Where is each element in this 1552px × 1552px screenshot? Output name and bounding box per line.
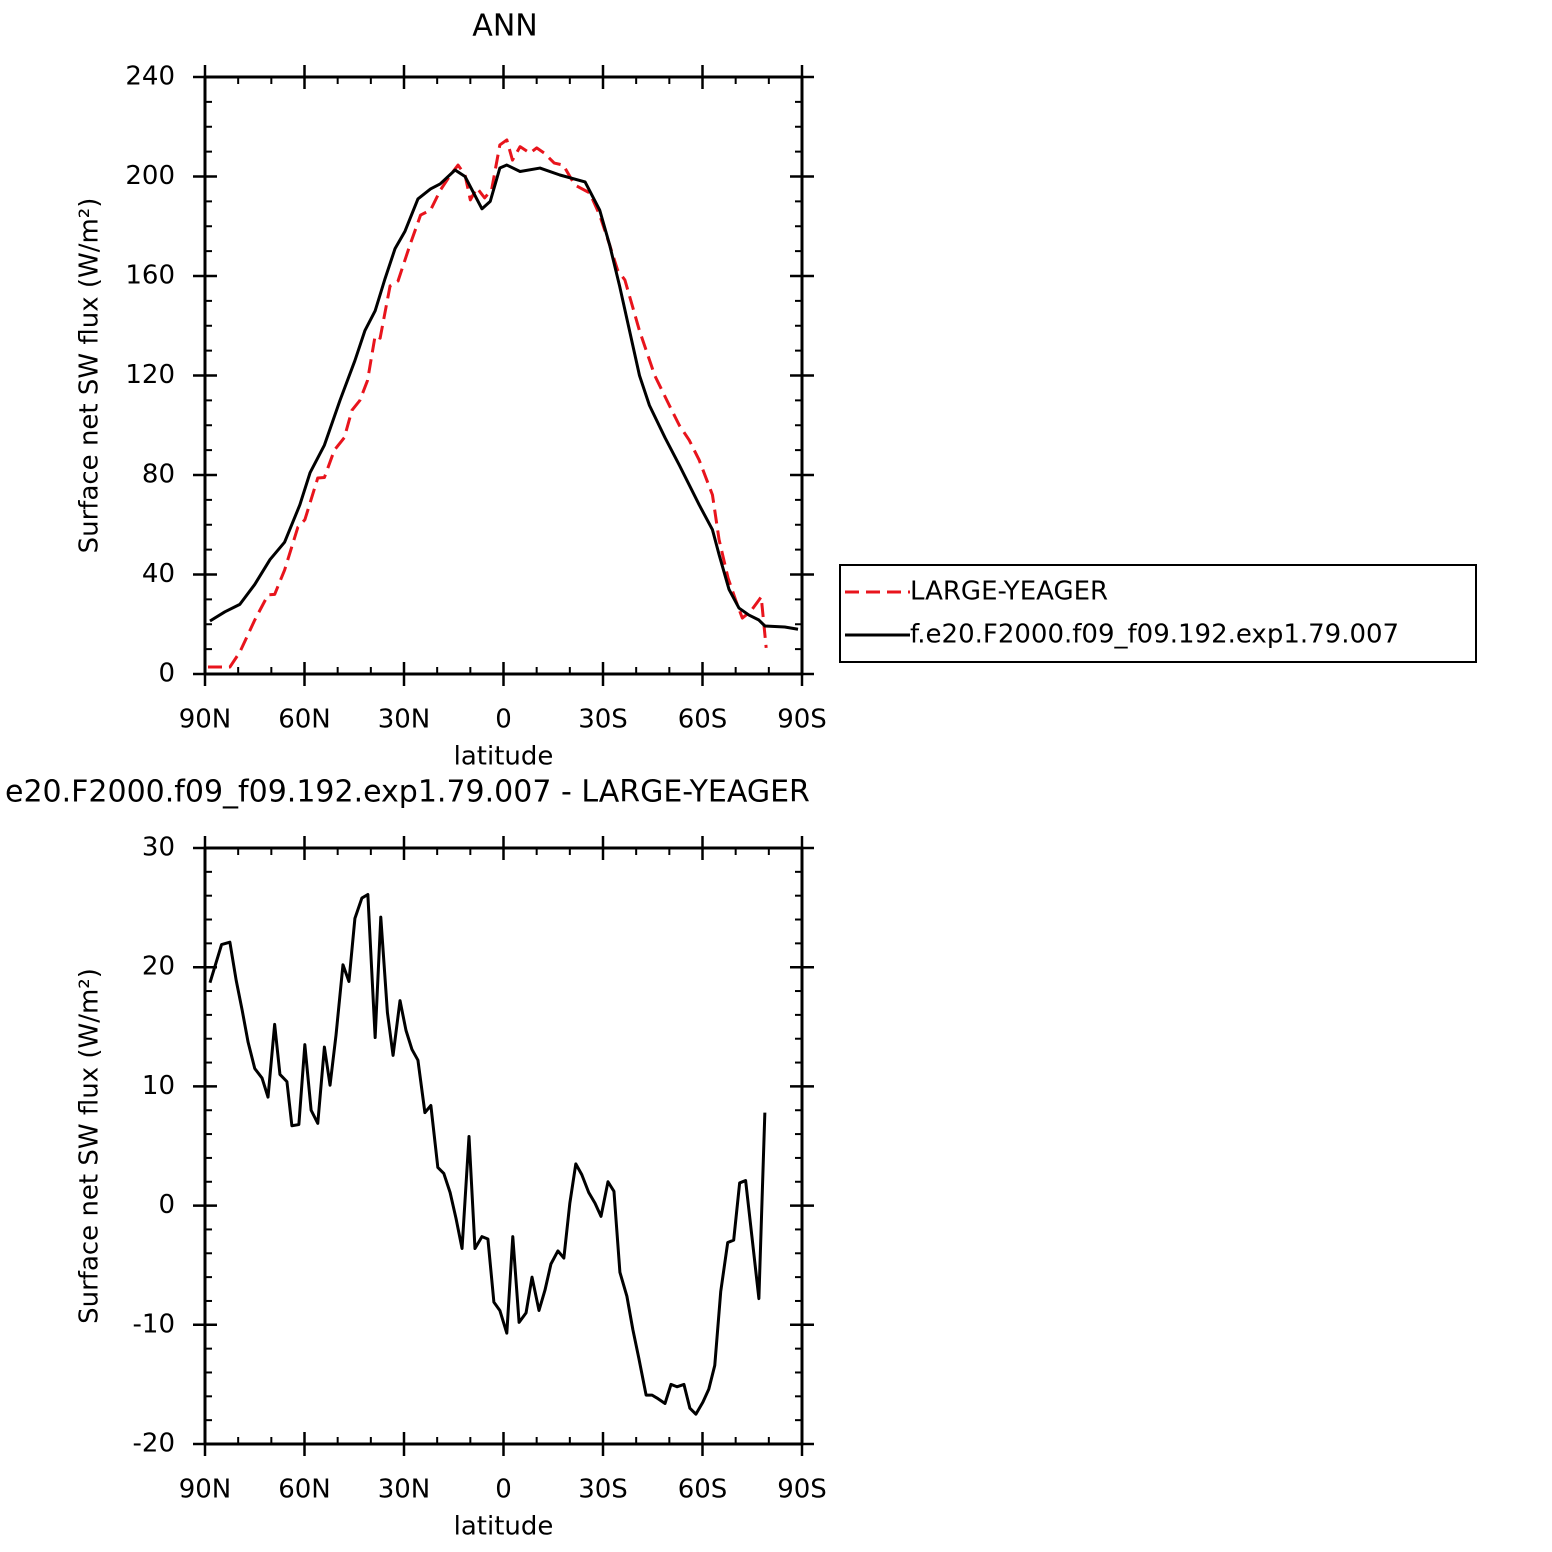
y-tick-label: 40 — [142, 559, 175, 589]
data-line — [209, 163, 799, 631]
y-tick-label: 120 — [125, 360, 175, 390]
legend-box — [839, 564, 1477, 663]
x-axis-label: latitude — [454, 742, 554, 772]
x-tick-label: 0 — [495, 1475, 512, 1505]
x-tick-label: 90N — [179, 1475, 232, 1505]
y-tick-label: 0 — [158, 1190, 175, 1220]
y-tick-label: -10 — [133, 1309, 175, 1339]
y-tick-label: 30 — [142, 833, 175, 863]
y-tick-label: 10 — [142, 1071, 175, 1101]
x-tick-label: 0 — [495, 705, 512, 735]
y-tick-label: 20 — [142, 952, 175, 982]
y-tick-label: 0 — [158, 659, 175, 689]
x-tick-label: 30S — [578, 705, 628, 735]
y-tick-label: -20 — [133, 1429, 175, 1459]
chart-title: e20.F2000.f09_f09.192.exp1.79.007 - LARG… — [5, 775, 810, 810]
x-tick-label: 30S — [578, 1475, 628, 1505]
y-tick-label: 80 — [142, 460, 175, 490]
x-tick-label: 90S — [777, 1475, 827, 1505]
y-tick-label: 200 — [125, 161, 175, 191]
x-axis-label: latitude — [454, 1512, 554, 1542]
x-tick-label: 30N — [378, 1475, 431, 1505]
x-tick-label: 30N — [378, 705, 431, 735]
x-tick-label: 60N — [278, 1475, 331, 1505]
x-tick-label: 60S — [678, 1475, 728, 1505]
data-line — [207, 138, 768, 669]
x-tick-label: 60S — [678, 705, 728, 735]
y-axis-label: Surface net SW flux (W/m²) — [75, 968, 105, 1324]
y-axis-label: Surface net SW flux (W/m²) — [75, 198, 105, 554]
data-line — [208, 892, 767, 1416]
y-tick-label: 160 — [125, 261, 175, 291]
x-tick-label: 90S — [777, 705, 827, 735]
legend-label: f.e20.F2000.f09_f09.192.exp1.79.007 — [910, 620, 1399, 650]
y-tick-label: 240 — [125, 62, 175, 92]
x-tick-label: 90N — [179, 705, 232, 735]
x-tick-label: 60N — [278, 705, 331, 735]
legend-label: LARGE-YEAGER — [910, 577, 1108, 607]
plot-frame — [203, 846, 804, 1446]
chart-title: ANN — [472, 9, 537, 44]
